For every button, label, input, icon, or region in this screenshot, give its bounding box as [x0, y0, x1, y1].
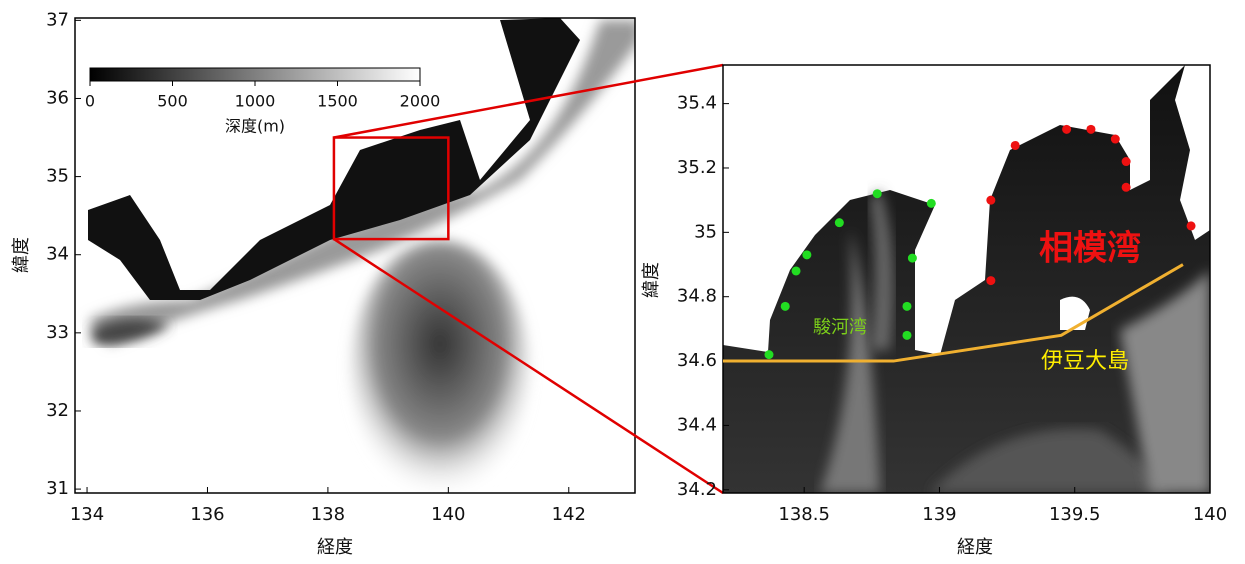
- x-tick-label: 136: [190, 504, 224, 525]
- site-dot: [780, 301, 790, 311]
- annotation: 相模湾: [1039, 229, 1141, 269]
- colorbar-tick-label: 2000: [400, 92, 441, 111]
- connector: [333, 63, 724, 139]
- y-tick-label: 34.8: [677, 286, 717, 307]
- site-dot: [986, 276, 996, 286]
- colorbar-tick-label: 1500: [317, 92, 358, 111]
- annotation: 伊豆大島: [1041, 349, 1129, 374]
- colorbar-tick-label: 1000: [235, 92, 276, 111]
- y-tick-label: 34.6: [677, 350, 717, 371]
- y-tick-label: 37: [46, 9, 69, 30]
- left-terrain: [75, 18, 635, 493]
- site-dot: [791, 266, 801, 276]
- y-tick-label: 34: [46, 244, 69, 265]
- x-tick-label: 134: [70, 504, 104, 525]
- site-dot: [1086, 124, 1096, 134]
- y-tick-label: 31: [46, 478, 69, 499]
- y-tick-label: 33: [46, 322, 69, 343]
- site-dot: [1110, 134, 1120, 144]
- map-frame: [722, 64, 1211, 494]
- y-axis-label: 緯度: [641, 262, 662, 298]
- site-dot: [902, 330, 912, 340]
- x-tick-label: 140: [1193, 504, 1227, 525]
- annotation: 駿河湾: [813, 317, 867, 338]
- y-tick-label: 32: [46, 400, 69, 421]
- site-dot: [764, 350, 774, 360]
- site-dot: [1121, 182, 1131, 192]
- right-terrain: [723, 65, 1210, 493]
- colorbar-label: 深度(m): [225, 117, 285, 136]
- y-axis-label: 緯度: [11, 237, 32, 273]
- connector: [333, 238, 724, 495]
- route-line: [723, 263, 1184, 363]
- site-dot: [802, 250, 812, 260]
- y-tick-label: 35: [46, 166, 69, 187]
- inset-box: [332, 136, 450, 241]
- x-tick-label: 139: [922, 504, 956, 525]
- site-dot: [1121, 157, 1131, 167]
- site-dot: [907, 253, 917, 263]
- y-tick-label: 34.4: [677, 414, 717, 435]
- y-tick-label: 34.2: [677, 479, 717, 500]
- colorbar-tick-label: 500: [157, 92, 188, 111]
- site-dot: [834, 218, 844, 228]
- site-dot: [1010, 140, 1020, 150]
- x-axis-label: 経度: [957, 537, 993, 558]
- x-axis-label: 経度: [317, 537, 353, 558]
- site-dot: [902, 301, 912, 311]
- site-dot: [986, 195, 996, 205]
- map-frame: [74, 17, 636, 494]
- site-dot: [1062, 124, 1072, 134]
- site-dot: [1186, 221, 1196, 231]
- site-dot: [872, 189, 882, 199]
- site-dot: [926, 198, 936, 208]
- x-tick-label: 138: [311, 504, 345, 525]
- x-tick-label: 142: [552, 504, 586, 525]
- colorbar-tick-label: 0: [85, 92, 95, 111]
- y-tick-label: 35.2: [677, 157, 717, 178]
- x-tick-label: 138.5: [778, 504, 830, 525]
- colorbar: [89, 67, 421, 82]
- y-tick-label: 35: [694, 221, 717, 242]
- x-tick-label: 140: [431, 504, 465, 525]
- y-tick-label: 35.4: [677, 93, 717, 114]
- y-tick-label: 36: [46, 87, 69, 108]
- x-tick-label: 139.5: [1049, 504, 1101, 525]
